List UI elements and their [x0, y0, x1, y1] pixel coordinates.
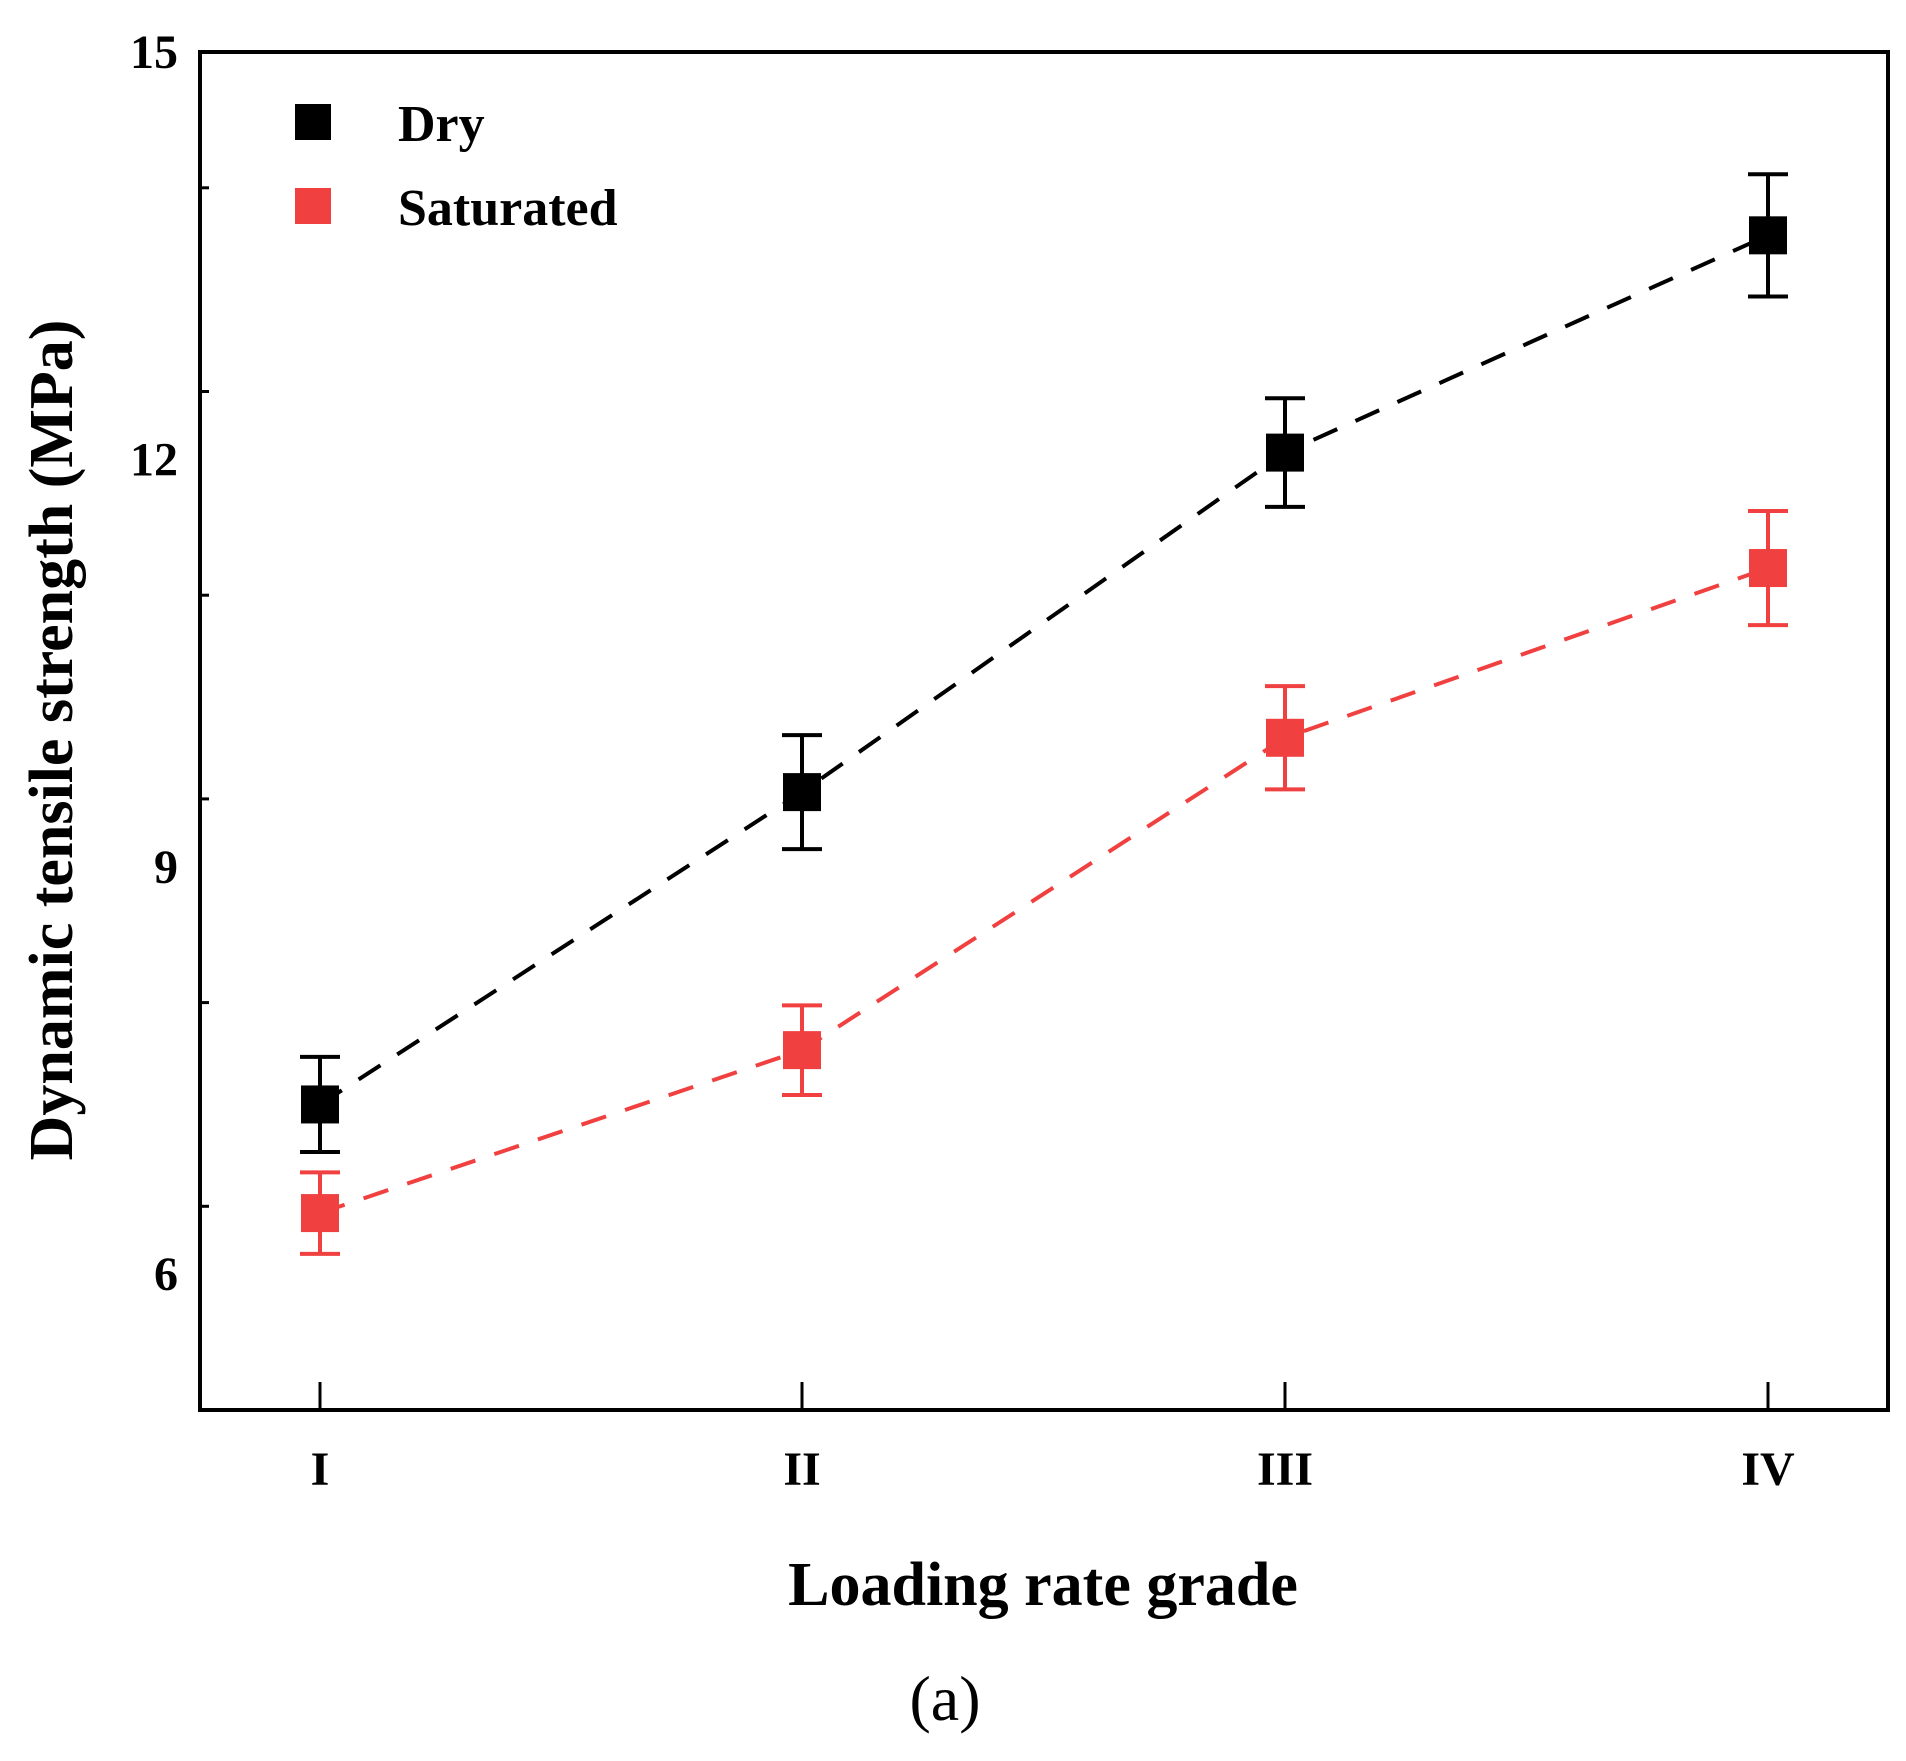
x-tick-label: IV [1741, 1443, 1795, 1496]
data-point-dry [301, 1085, 339, 1124]
data-points [301, 216, 1787, 1233]
data-point-saturated [783, 1031, 821, 1070]
trend-line-dry [318, 233, 1769, 1107]
plot-frame [198, 50, 1890, 1412]
x-tick-label: I [311, 1443, 330, 1496]
figure-caption: (a) [909, 1663, 980, 1734]
data-point-dry [1749, 216, 1787, 255]
x-axis-title: Loading rate grade [788, 1551, 1298, 1619]
legend-label-saturated: Saturated [398, 180, 618, 237]
y-tick-label: 15 [130, 26, 178, 79]
data-point-saturated [301, 1194, 339, 1233]
y-tick-label: 6 [154, 1248, 178, 1301]
data-point-dry [783, 773, 821, 812]
legend-label-dry: Dry [398, 96, 485, 153]
y-tick-label: 12 [130, 433, 178, 486]
x-tick-label: III [1257, 1443, 1313, 1496]
data-point-dry [1266, 433, 1304, 472]
data-point-saturated [1749, 549, 1787, 588]
data-point-saturated [1266, 718, 1304, 757]
trend-lines [318, 233, 1769, 1215]
legend-marker-saturated [295, 188, 331, 224]
x-tick-label: II [783, 1443, 820, 1496]
error-bars [300, 172, 1788, 1256]
trend-line-saturated [319, 566, 1769, 1215]
y-axis-title: Dynamic tensile strength (MPa) [18, 320, 86, 1161]
legend: Dry Saturated [295, 96, 618, 237]
legend-marker-dry [295, 104, 331, 140]
y-tick-label: 9 [154, 841, 178, 894]
